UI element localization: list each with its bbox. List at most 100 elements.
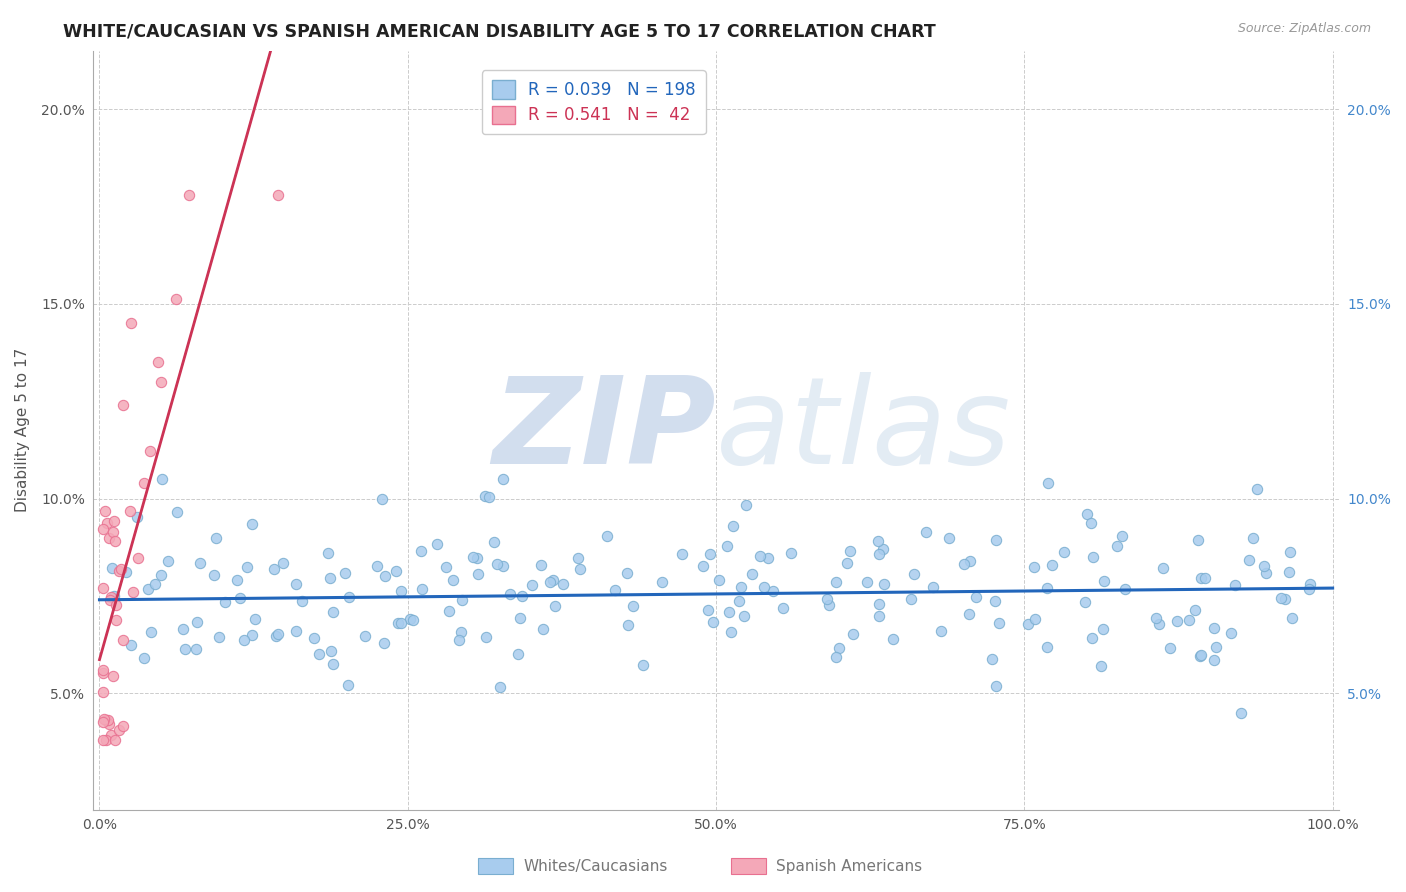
Point [868,597,890,611]
Point [389,616,412,631]
Point [373,636,395,650]
Point [240,628,263,642]
Point [322,605,344,619]
Point [1092,622,1115,636]
Point [1270,591,1292,606]
Point [1229,706,1251,720]
Point [903,567,925,582]
Point [723,519,745,533]
Point [595,529,617,543]
Point [492,472,515,486]
Point [1107,539,1129,553]
Point [756,551,779,566]
Point [165,292,187,306]
Point [986,679,1008,693]
Point [354,629,377,643]
Legend: R = 0.039   N = 198, R = 0.541   N =  42: R = 0.039 N = 198, R = 0.541 N = 42 [481,70,706,135]
Point [132,476,155,491]
Point [616,618,638,632]
Point [520,578,543,592]
Point [605,582,627,597]
Point [718,605,741,619]
Point [616,566,638,581]
Point [1274,592,1296,607]
Text: atlas: atlas [716,372,1011,489]
Point [91,522,114,536]
Point [263,562,285,576]
Point [748,549,770,563]
Point [110,562,132,576]
Point [709,573,731,587]
Point [267,627,290,641]
Point [1036,640,1059,654]
Point [333,566,356,581]
Point [1281,610,1303,624]
Point [97,531,120,545]
Point [921,580,943,594]
Point [1017,617,1039,632]
Point [302,631,325,645]
Point [1080,516,1102,530]
Point [120,638,142,652]
Point [236,559,259,574]
Point [94,504,117,518]
Point [1299,577,1322,591]
Point [127,551,149,566]
Point [1090,658,1112,673]
Point [321,644,343,658]
Point [825,574,848,589]
Point [478,490,501,504]
Point [762,583,785,598]
Point [873,576,896,591]
Point [818,599,841,613]
Point [243,612,266,626]
Point [1024,560,1046,574]
Point [465,550,488,565]
Point [103,590,125,604]
Point [1246,482,1268,496]
Point [271,556,294,570]
Point [91,581,114,595]
Point [467,567,489,582]
Point [720,625,742,640]
Point [120,316,142,330]
Point [1189,571,1212,585]
Point [567,551,589,566]
Point [374,569,396,583]
Point [449,632,471,647]
Point [103,524,125,539]
Point [103,514,125,528]
Point [104,534,127,549]
Point [105,614,128,628]
Point [1053,545,1076,559]
Text: Source: ZipAtlas.com: Source: ZipAtlas.com [1237,22,1371,36]
Point [730,580,752,594]
Point [959,554,981,568]
Point [735,498,758,512]
Point [702,615,724,629]
Point [409,544,432,558]
Point [1241,531,1264,545]
Point [741,567,763,582]
Point [1076,507,1098,521]
Point [953,557,976,571]
Point [1081,549,1104,564]
Point [186,615,208,629]
Point [510,590,533,604]
Point [205,531,228,545]
Point [733,608,755,623]
Point [1220,626,1243,640]
Point [111,398,134,412]
Point [1152,560,1174,574]
Point [267,187,290,202]
Point [1111,529,1133,543]
Point [93,712,115,726]
Point [291,593,314,607]
Point [486,557,509,571]
Point [692,558,714,573]
Point [188,556,211,570]
Point [1092,574,1115,588]
Point [91,733,114,747]
Point [434,560,457,574]
Point [541,573,564,587]
